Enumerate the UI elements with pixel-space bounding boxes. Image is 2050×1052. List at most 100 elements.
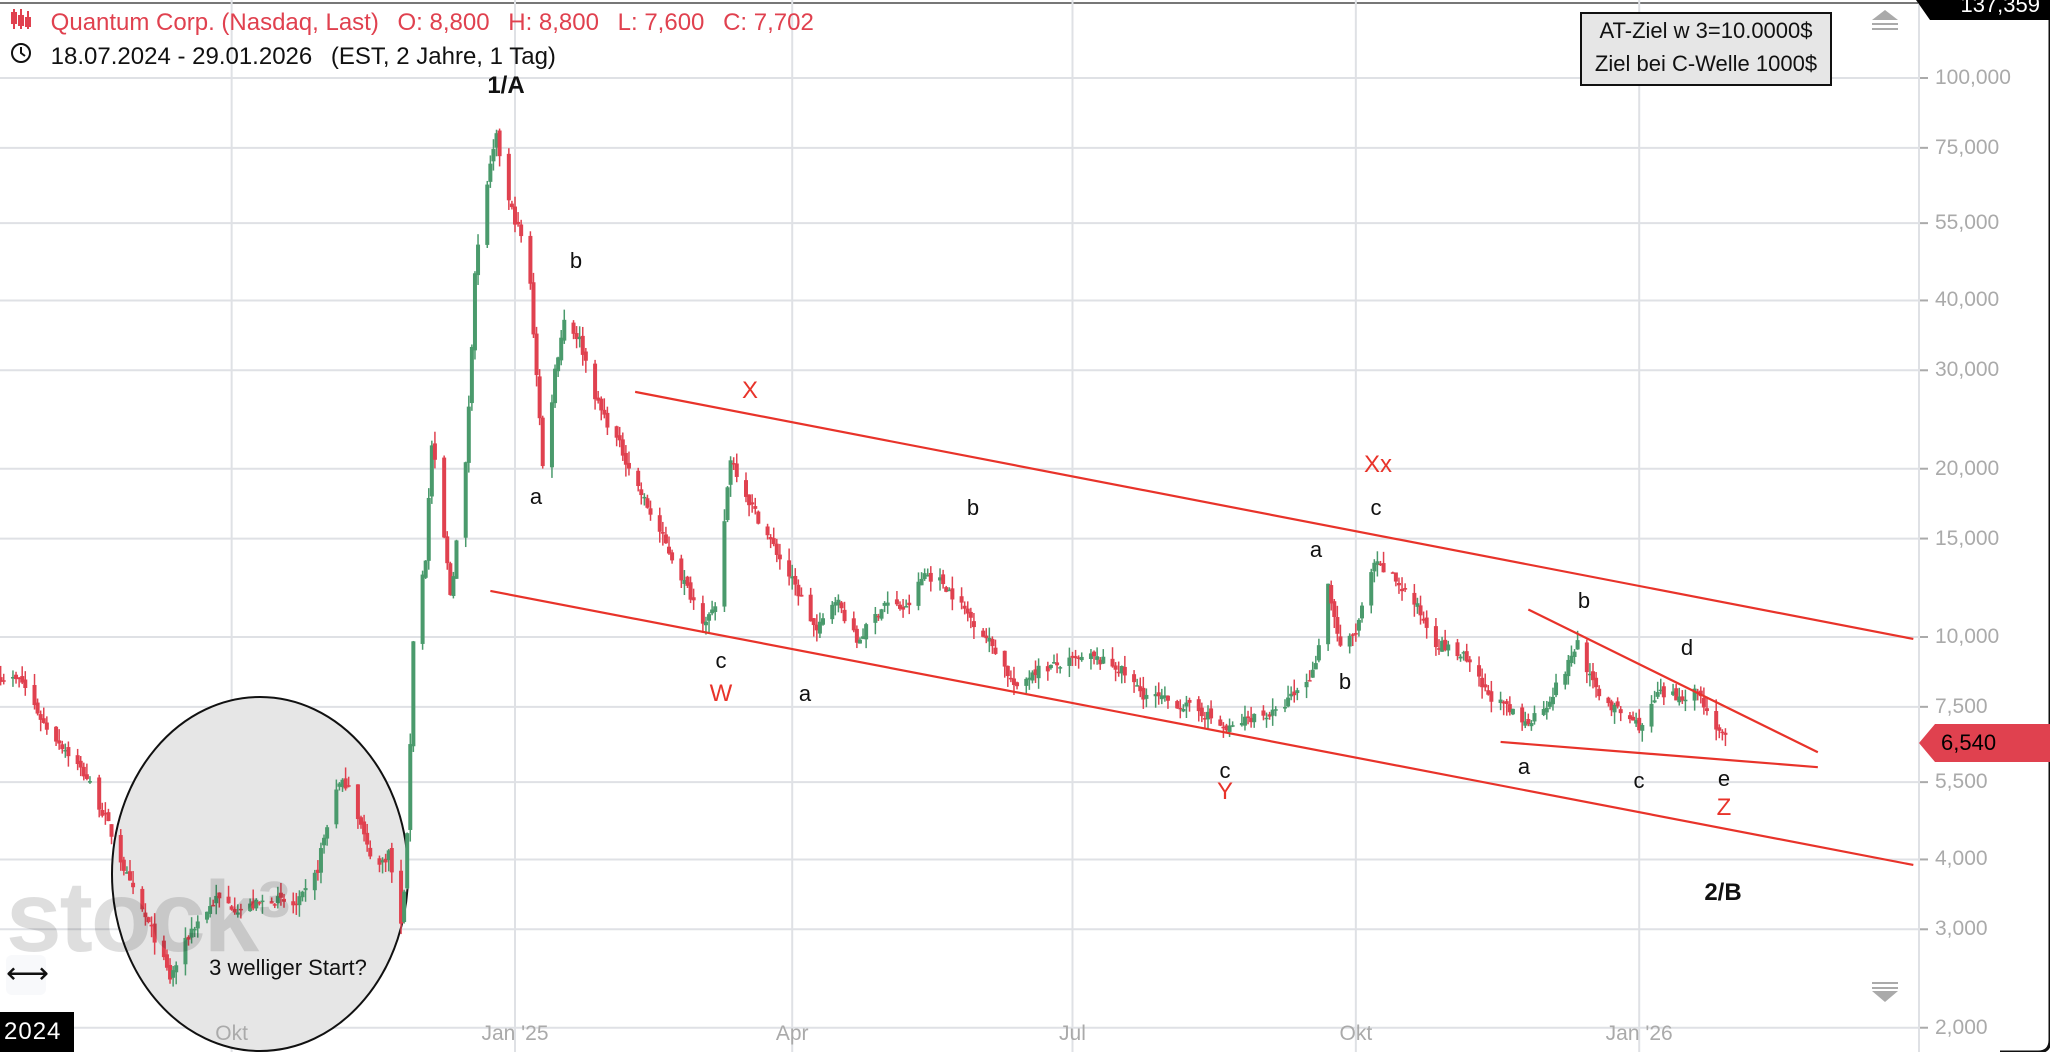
candle-down [1520,707,1525,723]
candle-down [639,489,644,496]
candle-down [1480,677,1485,688]
candle-down [14,674,19,680]
candle-up [1554,682,1559,696]
candle-up [864,624,869,640]
candle-down [1138,686,1143,692]
candle-up [1569,655,1574,664]
candle-down [0,677,3,682]
candle-up [63,749,68,752]
candle-up [318,848,323,873]
candle-up [1135,685,1140,687]
candle-down [1615,701,1620,707]
candle-up [728,460,733,485]
candle-down [54,726,59,742]
candle-down [164,954,169,968]
candle-down [747,494,752,506]
candle-up [485,184,490,245]
date-range[interactable]: 18.07.2024 - 29.01.2026 [50,43,313,70]
y-tick-label: 4,000 [1935,847,1988,871]
candle-down [537,376,542,419]
candle-up [836,599,841,606]
candle-up [1458,656,1463,659]
candle-down [20,676,25,683]
candle-down [1594,677,1599,688]
candle-down [1353,633,1358,635]
candle-up [833,602,838,606]
candle-down [679,558,684,581]
candlestick-icon[interactable] [10,9,39,36]
candle-down [571,322,576,334]
candle-down [968,611,973,618]
candle-down [448,563,453,595]
candle-down [583,351,588,361]
candle-down [796,584,801,597]
candle-up [1692,688,1697,701]
candle-down [1307,680,1312,682]
candle-down [81,766,86,777]
x-tick-label: Okt [1339,1022,1373,1045]
candle-down [596,397,601,401]
candle-up [1563,673,1568,685]
candle-down [1055,662,1060,666]
candle-down [257,902,262,904]
candle-down [663,534,668,544]
close-value: C: 7,702 [723,9,814,36]
candle-up [1030,672,1035,681]
candle-down [657,515,662,532]
scroll-down-icon[interactable] [1870,980,1900,1004]
instrument-name[interactable]: Quantum Corp. (Nasdaq, Last) [50,9,379,36]
candle-up [491,149,496,162]
candle-down [876,615,881,618]
candle-down [984,635,989,639]
candle-down [389,848,394,873]
candle-down [217,892,222,899]
candle-down [100,809,105,816]
candle-up [922,573,927,580]
candle-down [60,744,65,750]
candle-down [1110,658,1115,667]
candle-down [907,602,912,606]
wave-label-b: b [1577,588,1591,613]
candle-down [106,812,111,822]
x-tick-label: Jan '26 [1605,1022,1673,1045]
candle-down [1412,592,1417,605]
x-tick-label: Apr [775,1022,809,1045]
trendline-triangle-lower [1500,740,1818,769]
candle-up [577,336,582,340]
candle-down [959,596,964,603]
candle-down [1507,704,1512,713]
scroll-up-icon[interactable] [1870,8,1900,32]
clock-icon[interactable] [10,43,39,70]
candle-up [1372,562,1377,572]
candle-down [272,904,277,906]
info-line-1: AT-Ziel w 3=10.0000$ [1599,18,1813,43]
wave-label-X: X [741,377,759,404]
candle-up [1360,605,1364,619]
candle-down [1403,588,1408,590]
trendline-lower-channel [490,589,1914,867]
candle-up [340,779,345,788]
candles [0,128,1728,987]
x-tick-label: Okt [215,1022,248,1045]
candle-up [1369,572,1374,606]
candle-up [549,402,554,468]
candle-down [648,508,653,515]
candle-down [1606,697,1611,704]
candle-down [602,409,607,415]
candle-up [1547,701,1552,707]
candle-up [408,744,413,830]
candle-down [1221,726,1226,729]
candle-up [1652,700,1657,703]
y-tick-label: 40,000 [1935,288,2000,312]
candle-down [1261,710,1266,716]
candle-down [1381,563,1386,573]
candle-down [1464,651,1469,662]
candle-up [312,872,317,891]
candle-down [251,901,256,909]
candle-up [790,576,795,579]
double-arrow-icon[interactable]: ⟷ [6,955,49,995]
candle-down [768,537,773,540]
candle-up [411,641,416,747]
candle-down [1196,699,1201,712]
